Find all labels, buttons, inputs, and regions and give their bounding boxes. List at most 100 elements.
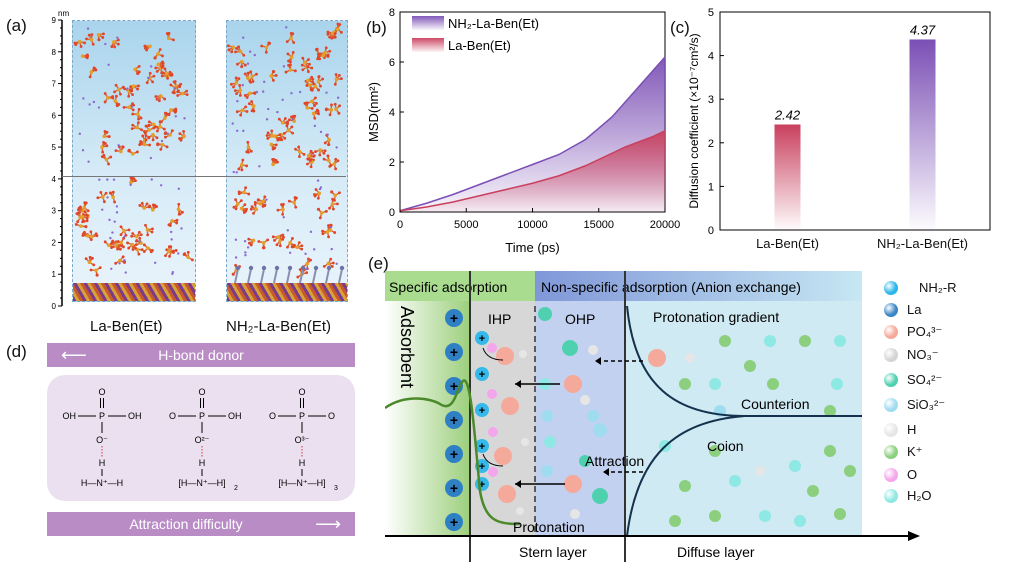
y-tick-label: 1 xyxy=(708,181,714,193)
legend-item: SO₄²⁻ xyxy=(884,372,942,388)
phosphate-molecule xyxy=(108,190,116,204)
axis-tick-label: 8 xyxy=(52,48,57,57)
legend-item: SiO₃²⁻ xyxy=(884,397,945,413)
phosphate-molecule xyxy=(310,84,320,92)
ion-dot xyxy=(281,98,284,102)
phosphate-molecule xyxy=(269,69,278,82)
phosphate-molecule xyxy=(145,71,156,85)
phosphate-molecule xyxy=(122,102,135,112)
phosphate-molecule xyxy=(333,102,342,115)
y-tick-label: 0 xyxy=(708,225,714,237)
ion xyxy=(564,375,582,393)
ion-dot xyxy=(231,122,234,125)
legend-item: H xyxy=(884,422,916,437)
ion-dot xyxy=(88,103,91,106)
la-cation xyxy=(445,343,463,361)
ion xyxy=(685,353,695,363)
ion xyxy=(498,485,516,503)
ion xyxy=(759,510,771,522)
ohp-label: OHP xyxy=(565,311,595,327)
legend-label: La xyxy=(907,302,922,317)
label-nh2-la-ben: NH₂-La-Ben(Et) xyxy=(226,318,332,335)
amine-group xyxy=(313,265,319,271)
phosphate-molecule xyxy=(100,153,113,166)
msd-line-la-ben xyxy=(399,130,666,212)
legend-dot-icon xyxy=(884,488,898,503)
phosphate-molecule xyxy=(247,237,256,247)
panel-e-label: (e) xyxy=(368,254,389,273)
phosphate-molecule xyxy=(147,133,159,142)
amine-chain xyxy=(299,268,304,284)
attraction-difficulty-label: Attraction difficulty xyxy=(129,516,243,532)
svg-text:Specific adsorption: Specific adsorption xyxy=(389,279,507,295)
phosphate-molecule xyxy=(182,250,194,262)
phosphate-molecule xyxy=(153,48,164,60)
ion-dot xyxy=(265,198,268,201)
legend-label: NH₂-R xyxy=(919,280,957,295)
amine-group xyxy=(261,265,267,271)
panel-d-label: (d) xyxy=(6,342,27,361)
amine-chain xyxy=(247,268,252,284)
amine-group xyxy=(300,265,306,271)
svg-text:+: + xyxy=(450,514,458,530)
legend-dot-icon xyxy=(884,467,898,482)
legend-item: K⁺ xyxy=(884,444,923,460)
phosphate-molecule xyxy=(113,83,125,96)
amine-chain xyxy=(325,268,330,284)
ion-dot xyxy=(169,230,173,234)
phosphate-molecule xyxy=(176,89,189,97)
ion-dot xyxy=(236,99,239,103)
legend-label: O xyxy=(907,467,918,482)
molecules-left xyxy=(73,27,194,277)
ion-dot xyxy=(313,124,317,128)
ion xyxy=(592,488,608,504)
ion-dot xyxy=(116,36,119,39)
ion-dot xyxy=(282,65,286,68)
axis-arrow-icon xyxy=(908,531,920,541)
h-bond-donor-label: H-bond donor xyxy=(158,347,244,363)
category-label: La-Ben(Et) xyxy=(756,236,819,251)
ion-dot xyxy=(330,247,333,251)
ion-dot xyxy=(326,133,329,136)
phosphate-molecule xyxy=(138,138,152,147)
svg-text:[H—N⁺—H]: [H—N⁺—H] xyxy=(178,478,225,488)
axis-tick-label: 0 xyxy=(52,302,57,311)
ion xyxy=(794,515,806,527)
phosphate-molecule xyxy=(143,44,152,52)
phosphate-molecule xyxy=(333,73,343,86)
ion-dot xyxy=(109,236,112,240)
msd-chart: 0 5000 10000 15000 20000 0 2 4 6 8 Time (ps) MSD(nm… xyxy=(366,7,680,255)
protonation-label: Protonation xyxy=(513,519,585,535)
ion-dot xyxy=(86,27,90,30)
ion-dot xyxy=(138,240,141,243)
svg-text:P: P xyxy=(299,411,305,421)
double-layer-scheme: Specific adsorption Non-specific adsorpti… xyxy=(385,271,920,562)
phosphate-molecule xyxy=(232,198,243,211)
ion-dot xyxy=(246,246,250,249)
phosphate-molecule xyxy=(138,201,151,210)
ion-dot xyxy=(244,251,247,254)
reference-line-4nm xyxy=(62,176,346,177)
plot-frame xyxy=(719,11,991,231)
ion-dot xyxy=(276,110,279,114)
ion-dot xyxy=(305,267,308,270)
phosphate-molecule xyxy=(243,91,257,99)
axis-tick-label: 9 xyxy=(52,16,57,25)
ion-dot xyxy=(244,253,247,257)
phosphate-molecule xyxy=(311,108,320,120)
amine-cation xyxy=(475,439,489,453)
ion xyxy=(824,405,836,417)
ion-dot xyxy=(336,96,340,99)
ion-dot xyxy=(177,187,180,190)
svg-text:H—N⁺—H: H—N⁺—H xyxy=(81,478,123,488)
ion-dot xyxy=(174,115,178,118)
amine-chain xyxy=(234,268,239,284)
ion-dot xyxy=(285,26,288,29)
msd-line-nh2-la-ben xyxy=(399,56,666,212)
amine-cation xyxy=(475,403,489,417)
phosphate-molecule xyxy=(144,223,154,237)
x-tick-label: 5000 xyxy=(454,219,478,231)
phosphate-molecule xyxy=(314,148,327,157)
svg-text:H: H xyxy=(99,458,106,468)
ion-dot xyxy=(78,132,82,135)
